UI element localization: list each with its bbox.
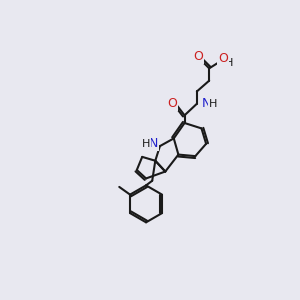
- Text: O: O: [194, 50, 203, 63]
- Text: O: O: [167, 97, 177, 110]
- Text: H: H: [142, 139, 150, 149]
- Text: H: H: [209, 99, 217, 109]
- Text: N: N: [149, 137, 158, 150]
- Text: N: N: [201, 97, 211, 110]
- Text: H: H: [225, 58, 233, 68]
- Text: O: O: [218, 52, 228, 65]
